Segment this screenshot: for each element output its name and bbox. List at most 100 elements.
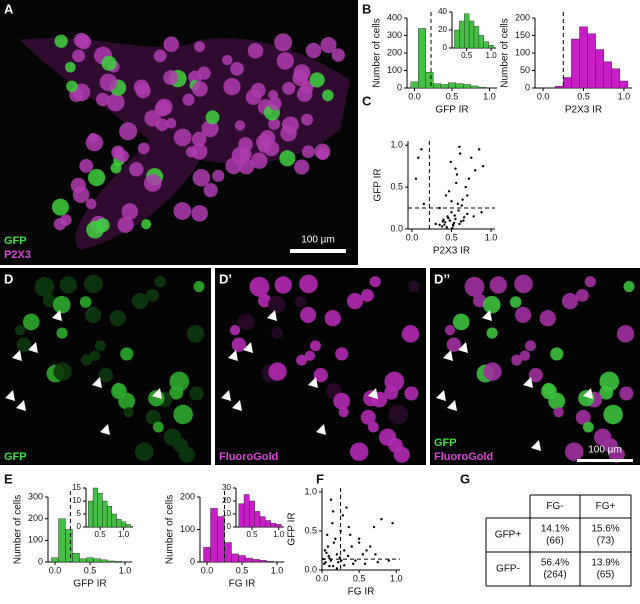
- arrowhead: [458, 342, 468, 353]
- cell: [234, 120, 246, 131]
- point: [466, 194, 469, 197]
- cell: [163, 70, 178, 85]
- bar: [483, 41, 489, 49]
- point: [369, 545, 372, 548]
- cell: [88, 132, 99, 143]
- x-axis-label: P2X3 IR: [433, 246, 470, 257]
- cell: [101, 55, 117, 71]
- panel-letter: G: [460, 471, 470, 486]
- cell: [94, 340, 106, 352]
- panel-letter: C: [362, 93, 372, 108]
- cell: [99, 73, 118, 92]
- y-tick-label: 100: [28, 535, 43, 545]
- bar: [587, 33, 596, 89]
- cell: [178, 446, 195, 463]
- cell: [616, 325, 635, 343]
- bar: [425, 72, 434, 89]
- bar: [231, 553, 239, 563]
- bar: [459, 20, 465, 49]
- cell: [333, 392, 351, 410]
- x-tick-label: 0.0: [316, 573, 329, 583]
- cell: [98, 367, 113, 383]
- point: [450, 200, 453, 203]
- cell: [194, 41, 205, 52]
- cell: [528, 367, 543, 383]
- cell: [81, 354, 93, 366]
- y-tick-label: 400: [387, 12, 402, 22]
- point: [440, 225, 444, 228]
- cell: [212, 169, 225, 182]
- arrowhead: [232, 400, 242, 411]
- cell: [575, 409, 591, 425]
- point: [454, 217, 457, 221]
- cell: [123, 407, 134, 418]
- y-tick-label: 5: [77, 509, 82, 518]
- bar: [65, 529, 73, 563]
- cell: [393, 446, 410, 463]
- point: [447, 190, 451, 193]
- cell: [173, 202, 192, 220]
- point: [458, 145, 461, 149]
- bar: [270, 522, 277, 528]
- cell: [313, 367, 328, 383]
- x-tick-label: 0.5: [461, 51, 473, 60]
- cell: [274, 33, 293, 52]
- panel-letter: D: [4, 271, 13, 286]
- cell: [79, 296, 92, 308]
- scale-bar: [290, 249, 346, 253]
- y-tick-label: 150: [515, 30, 530, 40]
- y-tick-label: 300: [387, 30, 402, 40]
- cell: [22, 313, 40, 331]
- image-label: FluoroGold: [434, 451, 493, 463]
- cell: [482, 295, 501, 314]
- point: [350, 545, 353, 548]
- x-tick-label: 1.0: [483, 91, 496, 101]
- cell: [408, 281, 420, 293]
- arrowhead: [447, 400, 457, 411]
- image-label: P2X3: [4, 249, 31, 261]
- point: [434, 222, 437, 226]
- cell: [222, 54, 233, 66]
- y-tick-label: 10: [72, 496, 81, 505]
- arrowhead: [243, 342, 253, 353]
- bar: [275, 524, 282, 528]
- point: [443, 223, 446, 227]
- point: [376, 560, 379, 564]
- cell: [446, 337, 462, 352]
- y-axis-label: Number of cells: [165, 495, 176, 564]
- x-tick-label: 0.0: [408, 91, 421, 101]
- bar: [464, 13, 470, 49]
- cell: [276, 52, 294, 70]
- cell: [324, 310, 341, 327]
- cell: [120, 347, 134, 361]
- arrowhead: [100, 424, 110, 435]
- cell: [16, 337, 32, 352]
- bar: [238, 503, 245, 528]
- point: [335, 567, 339, 570]
- table-cell: 13.9%: [591, 558, 619, 569]
- point: [443, 221, 447, 224]
- cell: [182, 93, 195, 106]
- cell: [144, 110, 161, 127]
- x-axis-label: P2X3 IR: [565, 105, 602, 116]
- point: [448, 219, 452, 222]
- cell: [193, 281, 205, 293]
- cell: [88, 169, 106, 187]
- cell: [112, 382, 125, 395]
- cell: [249, 276, 270, 297]
- cell: [316, 147, 329, 160]
- arrowhead: [228, 350, 238, 361]
- cell: [59, 276, 77, 294]
- cell: [320, 36, 337, 54]
- scale-label: 100 µm: [301, 235, 335, 246]
- point: [365, 549, 368, 552]
- bar: [455, 83, 464, 89]
- cell: [60, 214, 72, 226]
- point: [326, 533, 329, 537]
- cell: [251, 152, 268, 169]
- cell: [271, 327, 283, 339]
- point: [480, 211, 483, 214]
- cell: [66, 80, 78, 93]
- cell: [301, 145, 315, 159]
- point: [357, 541, 361, 544]
